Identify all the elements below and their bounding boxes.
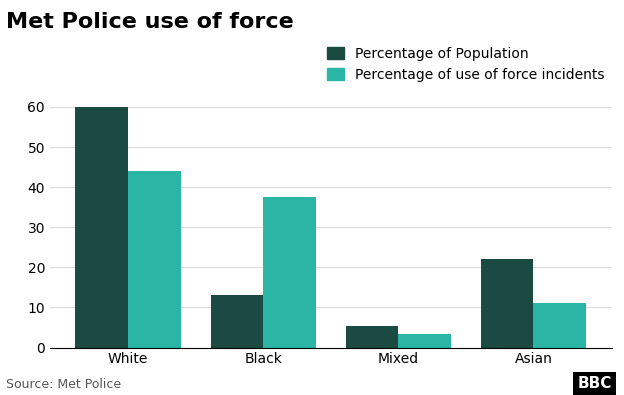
Bar: [210, 295, 263, 348]
Bar: [398, 333, 451, 348]
Bar: [263, 197, 316, 348]
Text: BBC: BBC: [577, 376, 612, 391]
Bar: [76, 107, 128, 348]
Bar: [534, 303, 586, 348]
Bar: [481, 260, 534, 348]
Bar: [346, 325, 398, 348]
Text: Met Police use of force: Met Police use of force: [6, 12, 294, 32]
Text: Source: Met Police: Source: Met Police: [6, 378, 121, 391]
Legend: Percentage of Population, Percentage of use of force incidents: Percentage of Population, Percentage of …: [328, 47, 605, 82]
Bar: [128, 171, 180, 348]
